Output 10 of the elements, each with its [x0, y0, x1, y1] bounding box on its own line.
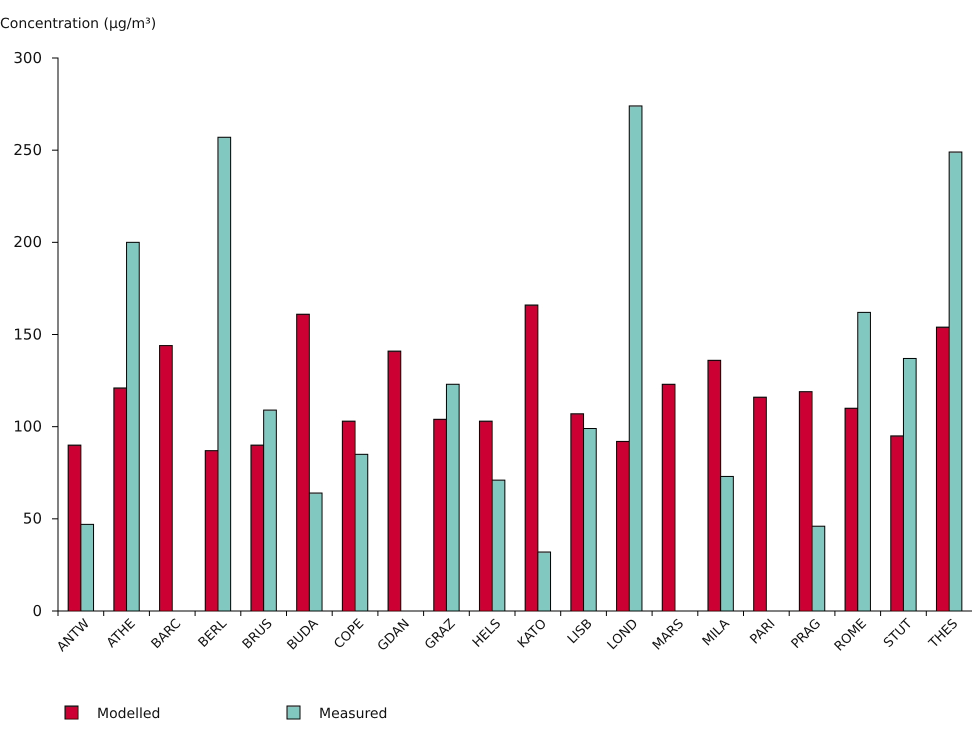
y-tick-label: 250 — [13, 140, 42, 159]
y-tick-label: 100 — [13, 417, 42, 436]
y-tick-label: 150 — [13, 325, 42, 344]
legend-label: Measured — [319, 706, 388, 722]
legend-label: Modelled — [97, 706, 160, 722]
y-tick-label: 50 — [22, 510, 42, 528]
y-tick-label: 300 — [13, 48, 42, 67]
y-axis-title: Concentration (µg/m³) — [0, 16, 156, 32]
y-tick-label: 200 — [13, 233, 42, 252]
y-tick-label: 0 — [32, 602, 42, 620]
